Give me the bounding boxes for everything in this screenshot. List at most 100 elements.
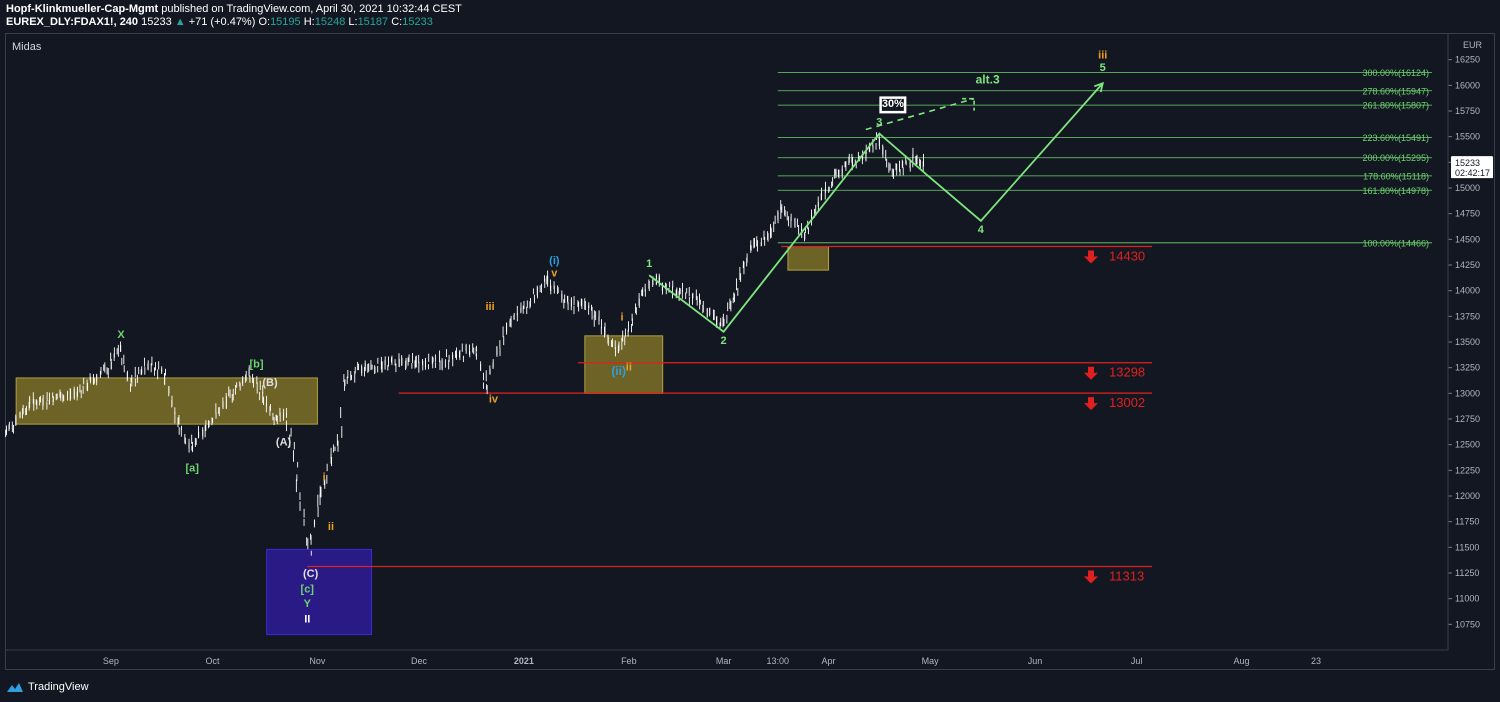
wave-label-14: v <box>551 267 558 279</box>
wave-label-8: [c] <box>301 584 315 596</box>
zone-box-0 <box>15 377 318 425</box>
down-arrow-icon <box>1084 366 1098 380</box>
tradingview-footer[interactable]: TradingView <box>6 681 89 693</box>
x-tick-label-3: Dec <box>411 656 428 666</box>
tradingview-logo-icon <box>7 683 23 692</box>
y-tick-label-19: 15500 <box>1455 132 1480 142</box>
fib-label-0: 300.00%(16124) <box>1362 68 1429 78</box>
last-price-badge <box>1451 156 1493 179</box>
alt-wave-dashed-path <box>865 97 975 131</box>
wave-label-18: 1 <box>646 258 652 270</box>
wave-arrow-head <box>1093 81 1104 93</box>
x-tick-label-12: Aug <box>1234 656 1250 666</box>
y-tick-label-0: 10750 <box>1455 619 1480 629</box>
x-tick-label-4: 2021 <box>514 656 534 666</box>
currency-label: EUR <box>1463 40 1483 50</box>
fib-label-1: 278.60%(15947) <box>1362 86 1429 96</box>
wave-label-6: ii <box>328 521 334 533</box>
x-tick-label-7: 13:00 <box>767 656 790 666</box>
fib-label-5: 178.60%(15118) <box>1363 171 1429 181</box>
chart-header: Hopf-Klinkmueller-Cap-Mgmt published on … <box>6 3 462 29</box>
y-tick-label-5: 12000 <box>1455 491 1480 501</box>
alt-wave-bracket <box>962 97 975 111</box>
published-text: published on TradingView.com, April 30, … <box>161 3 462 15</box>
open-label: O: <box>258 16 271 28</box>
wave-label-11: iii <box>485 301 494 313</box>
wave-label-22: 5 <box>1100 62 1106 74</box>
close-label: C: <box>391 16 403 28</box>
wave-label-17: ii <box>626 362 632 374</box>
y-tick-label-15: 14500 <box>1455 234 1480 244</box>
y-tick-label-10: 13250 <box>1455 363 1480 373</box>
price-change: +71 (+0.47%) <box>188 16 256 28</box>
ohlc-line: EUREX_DLY:FDAX1!, 240 15233 ▲ +71 (+0.47… <box>6 16 462 29</box>
x-tick-label-2: Nov <box>309 656 326 666</box>
y-tick-label-20: 15750 <box>1455 106 1480 116</box>
low-value: 15187 <box>357 16 389 28</box>
y-tick-label-17: 15000 <box>1455 183 1480 193</box>
wave-label-21: 4 <box>978 224 985 236</box>
fib-label-2: 261.80%(15807) <box>1362 101 1429 111</box>
wave-label-15: i <box>621 311 624 323</box>
fib-label-6: 161.80%(14978) <box>1362 186 1429 196</box>
wave-label-16: (ii) <box>611 364 626 378</box>
wave-label-1: [b] <box>249 359 263 371</box>
x-tick-label-13: 23 <box>1311 656 1321 666</box>
down-arrow-icon <box>1084 397 1098 411</box>
wave-label-23: iii <box>1098 50 1107 62</box>
y-tick-label-7: 12500 <box>1455 440 1480 450</box>
y-tick-label-1: 11000 <box>1455 594 1479 604</box>
wave-label-4: [a] <box>185 462 199 474</box>
y-tick-label-22: 16250 <box>1455 55 1480 65</box>
y-tick-label-11: 13500 <box>1455 337 1480 347</box>
wave-label-3: (A) <box>276 437 292 449</box>
y-tick-label-21: 16000 <box>1455 80 1480 90</box>
y-tick-label-3: 11500 <box>1455 542 1479 552</box>
wave-label-0: X <box>117 329 125 341</box>
fib-label-7: 100.00%(14466) <box>1362 238 1429 248</box>
author-name[interactable]: Hopf-Klinkmueller-Cap-Mgmt <box>6 3 159 15</box>
brand-label: TradingView <box>28 681 89 693</box>
wave-label-20: 3 <box>876 116 882 128</box>
wave-label-5: i <box>323 472 326 484</box>
wave-label-12: iv <box>489 394 499 406</box>
x-tick-label-9: May <box>922 656 940 666</box>
low-label: L: <box>348 16 358 28</box>
support-label-2: 13002 <box>1109 395 1145 410</box>
x-tick-label-11: Jul <box>1131 656 1143 666</box>
y-tick-label-9: 13000 <box>1455 388 1480 398</box>
y-tick-label-13: 14000 <box>1455 286 1480 296</box>
wave-count-path <box>648 82 1104 333</box>
probability-box-inner <box>881 98 904 111</box>
y-tick-label-12: 13750 <box>1455 311 1480 321</box>
wave-label-24: alt.3 <box>976 72 1000 86</box>
y-tick-label-8: 12750 <box>1455 414 1480 424</box>
wave-label-7: (C) <box>303 568 319 580</box>
fib-label-4: 200.00%(15295) <box>1362 153 1429 163</box>
wave-label-10: II <box>304 613 310 625</box>
last-price: 15233 <box>141 16 172 28</box>
y-tick-label-16: 14750 <box>1455 209 1480 219</box>
support-label-3: 11313 <box>1109 569 1144 584</box>
fib-label-3: 223.60%(15491) <box>1362 133 1429 143</box>
y-tick-label-14: 14250 <box>1455 260 1480 270</box>
down-arrow-icon <box>1084 250 1098 264</box>
open-value: 15195 <box>270 16 301 28</box>
high-value: 15248 <box>314 16 346 28</box>
chart-frame <box>5 33 1495 670</box>
zone-box-2 <box>584 335 664 394</box>
symbol-label[interactable]: EUREX_DLY:FDAX1!, 240 <box>6 16 139 28</box>
x-tick-label-10: Jun <box>1028 656 1043 666</box>
wave-label-19: 2 <box>721 335 727 347</box>
x-tick-label-5: Feb <box>621 656 637 666</box>
study-label[interactable]: Midas <box>12 41 42 53</box>
support-label-0: 14430 <box>1109 249 1145 264</box>
y-tick-label-2: 11250 <box>1455 568 1479 578</box>
bar-countdown-label: 02:42:17 <box>1455 168 1490 178</box>
x-tick-label-1: Oct <box>205 656 220 666</box>
zone-box-1 <box>266 548 373 636</box>
x-tick-label-8: Apr <box>822 656 836 666</box>
support-label-1: 13298 <box>1109 365 1145 380</box>
close-value: 15233 <box>402 16 433 28</box>
